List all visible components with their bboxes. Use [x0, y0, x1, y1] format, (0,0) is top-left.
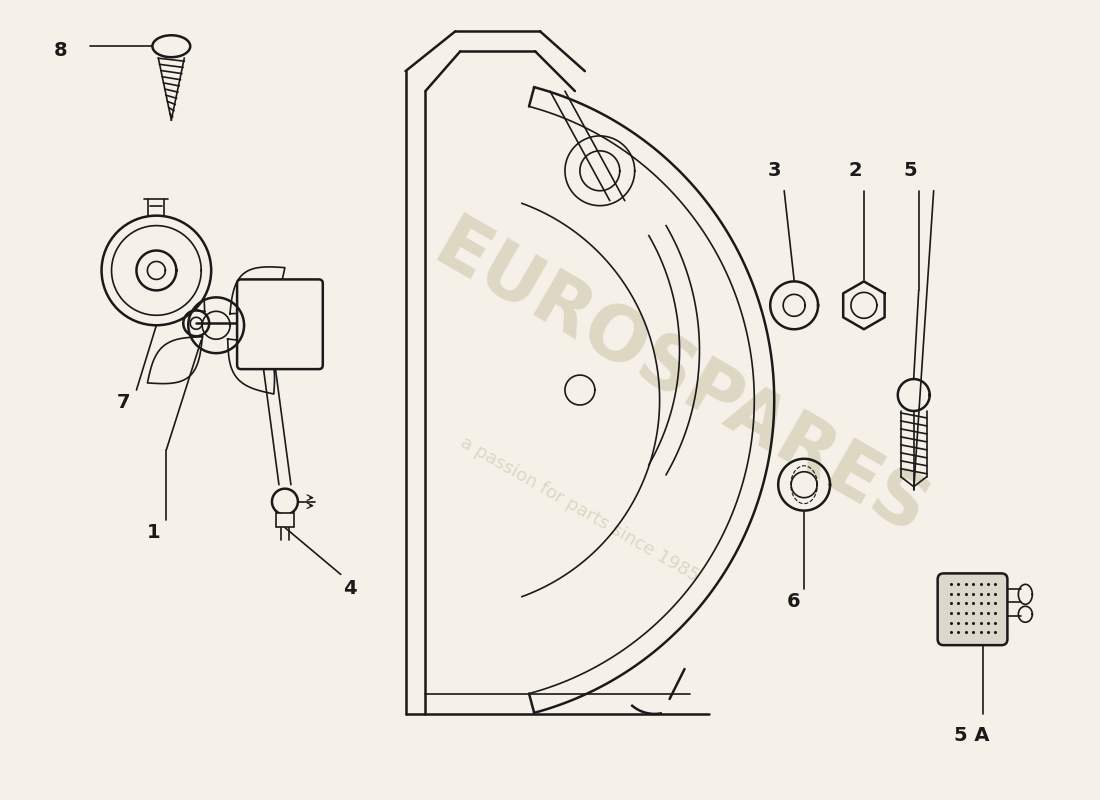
- Text: 5 A: 5 A: [954, 726, 989, 745]
- Text: 4: 4: [343, 579, 356, 598]
- Ellipse shape: [153, 35, 190, 57]
- Text: 7: 7: [117, 393, 130, 412]
- Text: 6: 6: [788, 592, 801, 611]
- Text: 5: 5: [904, 161, 917, 180]
- FancyBboxPatch shape: [937, 574, 1008, 645]
- Text: EUROSPARES: EUROSPARES: [420, 210, 939, 551]
- Circle shape: [101, 216, 211, 326]
- Text: a passion for parts since 1985: a passion for parts since 1985: [458, 434, 703, 586]
- Text: 1: 1: [146, 522, 160, 542]
- FancyBboxPatch shape: [238, 279, 322, 369]
- Bar: [276, 513, 294, 526]
- Text: 2: 2: [849, 161, 862, 180]
- Circle shape: [272, 489, 298, 514]
- Text: 8: 8: [54, 41, 67, 60]
- Text: 3: 3: [767, 161, 781, 180]
